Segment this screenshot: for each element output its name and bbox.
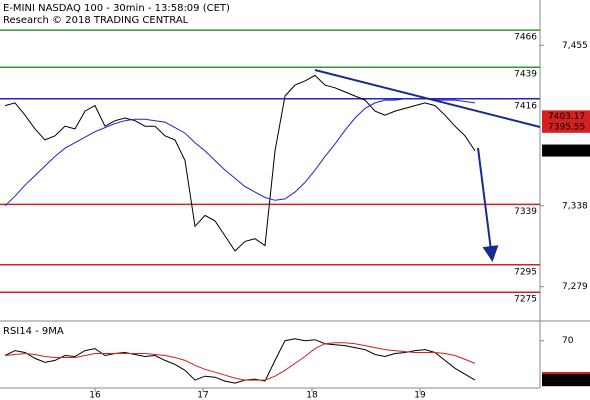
level-label: 7295 [514, 267, 537, 277]
price-tag-label: 7395.55 [548, 122, 585, 132]
price-tag-label: 7403.17 [548, 112, 585, 122]
trend-line [314, 69, 541, 128]
series-line [4, 74, 476, 252]
level-label: 7416 [514, 101, 537, 111]
x-tick-label: 18 [306, 391, 318, 400]
level-label: 7275 [514, 295, 537, 305]
price-tag [542, 374, 590, 387]
series-line [4, 98, 476, 207]
rsi-title: RSI14 - 9MA [3, 326, 64, 337]
x-tick-label: 19 [414, 391, 426, 400]
price-tag [542, 110, 590, 123]
series-line [4, 338, 476, 384]
price-tag-label: 29.9157 [548, 376, 585, 386]
chart-subtitle: Research © 2018 TRADING CENTRAL [3, 15, 189, 26]
y-tick-label: 7,279 [562, 282, 588, 292]
y-tick-label: 7,338 [562, 201, 588, 211]
series-line [4, 342, 476, 381]
price-tag [542, 120, 590, 133]
projection-arrow [477, 147, 499, 262]
level-label: 7439 [514, 70, 537, 80]
price-tag-label: 7378.25 [548, 146, 585, 156]
chart-title: E-MINI NASDAQ 100 - 30min - 13:58:09 (CE… [3, 3, 230, 14]
y-tick-label: 7,455 [562, 41, 588, 51]
x-tick-label: 17 [197, 391, 208, 400]
level-label: 7466 [514, 33, 537, 43]
level-label: 7339 [514, 207, 537, 217]
x-tick-label: 16 [89, 391, 101, 400]
y-tick-label: 70 [562, 336, 574, 346]
price-tag [542, 144, 590, 157]
